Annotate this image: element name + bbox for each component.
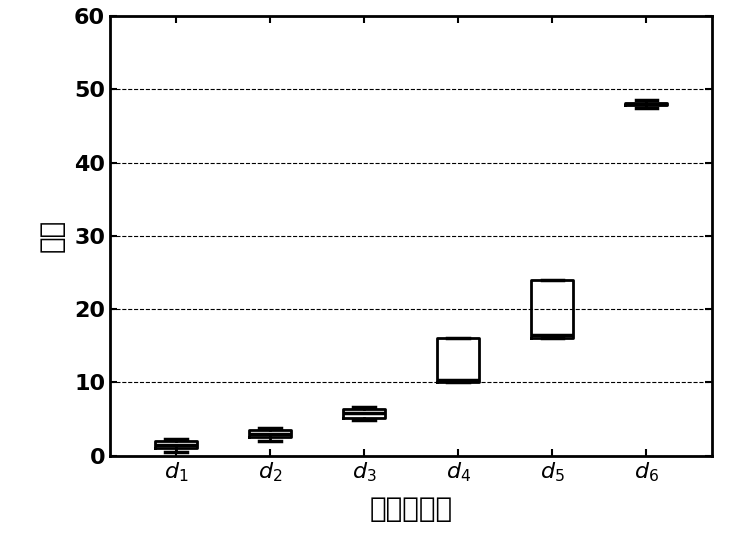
Y-axis label: 周期: 周期 [37, 219, 66, 252]
X-axis label: 小波分解层: 小波分解层 [369, 495, 453, 523]
